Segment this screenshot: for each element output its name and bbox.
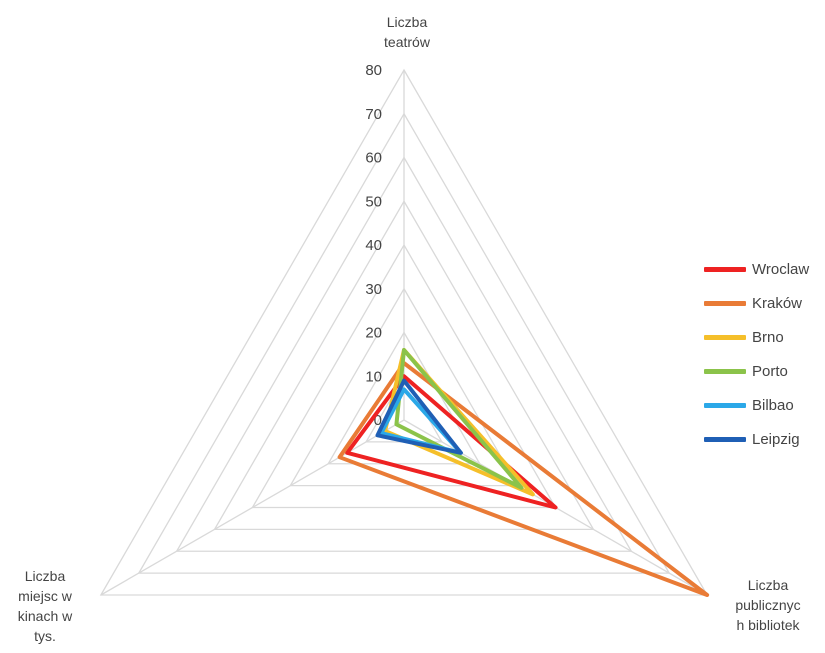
- grid-ring: [289, 287, 519, 487]
- series-kraków: [337, 361, 710, 597]
- legend: Wroclaw Kraków Brno Porto Bilbao Leipzig: [704, 255, 822, 459]
- legend-swatch: [704, 368, 746, 374]
- grid-ring: [137, 112, 671, 574]
- legend-swatch: [704, 436, 746, 442]
- axis-title-libraries: Liczba publicznyc h bibliotek: [718, 575, 818, 635]
- tick-label: 80: [365, 62, 382, 79]
- series-brno: [383, 348, 535, 497]
- axis-title-line: teatrów: [384, 34, 430, 50]
- legend-label: Porto: [752, 362, 788, 380]
- axis-title-line: tys.: [34, 628, 56, 644]
- legend-label: Kraków: [752, 294, 803, 312]
- legend-item: Wroclaw: [704, 255, 822, 283]
- tick-label: 40: [365, 237, 382, 254]
- axis-title-line: Liczba: [24, 568, 66, 584]
- legend-item: Brno: [704, 323, 822, 351]
- legend-item: Bilbao: [704, 391, 822, 419]
- radial-tick-labels: 0 10 20 30 40 50 60 70 80: [365, 62, 382, 429]
- tick-label: 0: [374, 412, 382, 429]
- legend-label: Brno: [752, 328, 784, 346]
- tick-label: 70: [365, 106, 382, 123]
- grid-ring: [175, 156, 633, 552]
- tick-label: 30: [365, 281, 382, 298]
- legend-item: Kraków: [704, 289, 822, 317]
- grid-ring: [213, 199, 595, 531]
- legend-label: Bilbao: [752, 396, 794, 414]
- axis-title-theaters: Liczba teatrów: [352, 12, 462, 52]
- legend-swatch: [704, 334, 746, 340]
- grid-ring: [251, 243, 557, 509]
- axis-title-line: h bibliotek: [736, 617, 800, 633]
- legend-swatch: [704, 300, 746, 306]
- legend-item: Leipzig: [704, 425, 822, 453]
- tick-label: 60: [365, 150, 382, 167]
- tick-label: 10: [365, 368, 382, 385]
- grid-ring: [99, 68, 709, 596]
- legend-swatch: [704, 266, 746, 272]
- radar-series: [337, 348, 710, 597]
- legend-label: Wroclaw: [752, 260, 810, 278]
- tick-label: 20: [365, 325, 382, 342]
- axis-title-line: Liczba: [747, 577, 789, 593]
- axis-title-line: miejsc w: [18, 588, 72, 604]
- axis-title-line: kinach w: [17, 608, 73, 624]
- legend-label: Leipzig: [752, 430, 800, 448]
- radar-grid: [99, 68, 709, 596]
- axis-title-line: publicznyc: [735, 597, 801, 613]
- tick-label: 50: [365, 193, 382, 210]
- series-leipzig: [375, 378, 463, 455]
- legend-item: Porto: [704, 357, 822, 385]
- grid-ring: [327, 331, 481, 465]
- axis-title-cinema-seats: Liczba miejsc w kinach w tys.: [0, 566, 90, 646]
- legend-swatch: [704, 402, 746, 408]
- axis-spoke: [100, 419, 405, 596]
- axis-title-line: Liczba: [386, 14, 428, 30]
